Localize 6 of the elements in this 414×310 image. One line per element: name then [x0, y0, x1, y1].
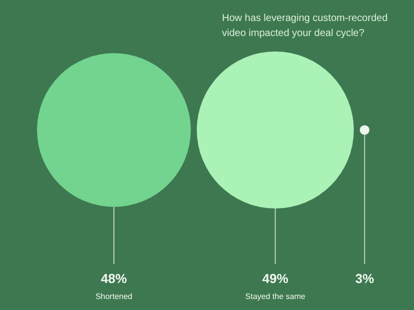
data-label: 3% — [355, 271, 374, 286]
category-label: Shortened — [95, 292, 132, 301]
category-label: Stayed the same — [245, 292, 306, 301]
data-label: 48% — [100, 271, 128, 286]
text: How has leveraging custom-recorded video impacted your deal cycle? — [222, 12, 389, 41]
data-label: 49% — [262, 271, 289, 286]
